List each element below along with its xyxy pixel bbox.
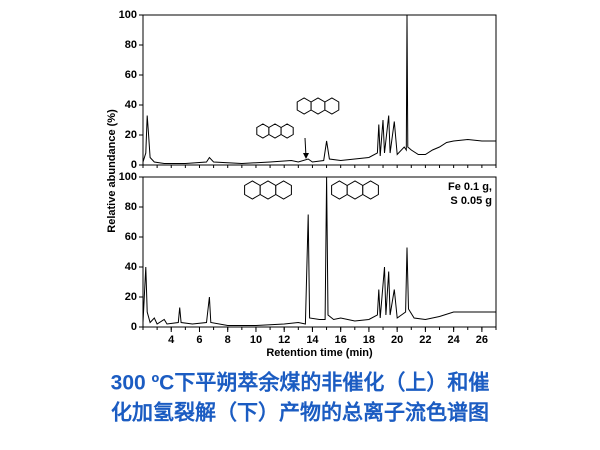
molecule: [268, 123, 282, 139]
x-tick-label: 26: [476, 334, 488, 346]
y-tick-label: 60: [125, 231, 137, 243]
molecule: [296, 97, 312, 115]
y-tick-label: 80: [125, 201, 137, 213]
caption: 化加氢裂解（下）产物的总离子流色谱图: [111, 401, 489, 425]
arrow-head: [303, 153, 309, 159]
y-tick-label: 100: [119, 9, 137, 21]
plot-frame: [142, 14, 497, 166]
y-tick-label: 60: [125, 69, 137, 81]
x-tick-label: 14: [306, 334, 319, 346]
molecule: [310, 97, 326, 115]
molecule: [259, 180, 277, 200]
y-tick-label: 20: [125, 291, 137, 303]
molecule: [331, 180, 348, 200]
plot-frame: [142, 176, 497, 328]
molecule: [256, 123, 270, 139]
x-tick-label: 10: [250, 334, 262, 346]
molecule: [244, 180, 261, 200]
x-tick-label: 4: [168, 334, 175, 346]
y-tick-label: 80: [125, 39, 137, 51]
x-tick-label: 6: [196, 334, 202, 346]
annotation: S 0.05 g: [450, 195, 492, 207]
y-tick-label: 20: [125, 129, 137, 141]
x-tick-label: 24: [448, 334, 461, 346]
molecule: [275, 180, 292, 200]
y-axis-label: Relative abundance (%): [106, 109, 118, 233]
x-tick-label: 18: [363, 334, 375, 346]
trace: [142, 14, 496, 165]
y-tick-label: 40: [125, 261, 137, 273]
x-tick-label: 8: [225, 334, 231, 346]
y-tick-label: 0: [131, 321, 137, 333]
x-tick-label: 16: [335, 334, 347, 346]
molecule: [346, 180, 364, 200]
molecule: [362, 180, 379, 200]
x-tick-label: 12: [278, 334, 290, 346]
y-tick-label: 100: [119, 171, 137, 183]
y-tick-label: 0: [131, 159, 137, 171]
x-tick-label: 22: [419, 334, 431, 346]
caption: 300 ºC下平朔萃余煤的非催化（上）和催: [111, 371, 490, 395]
molecule: [280, 123, 294, 139]
trace: [142, 176, 496, 326]
x-axis-label: Retention time (min): [266, 347, 373, 359]
x-tick-label: 20: [391, 334, 403, 346]
molecule: [324, 97, 340, 115]
annotation: Fe 0.1 g,: [448, 181, 492, 193]
y-tick-label: 40: [125, 99, 137, 111]
